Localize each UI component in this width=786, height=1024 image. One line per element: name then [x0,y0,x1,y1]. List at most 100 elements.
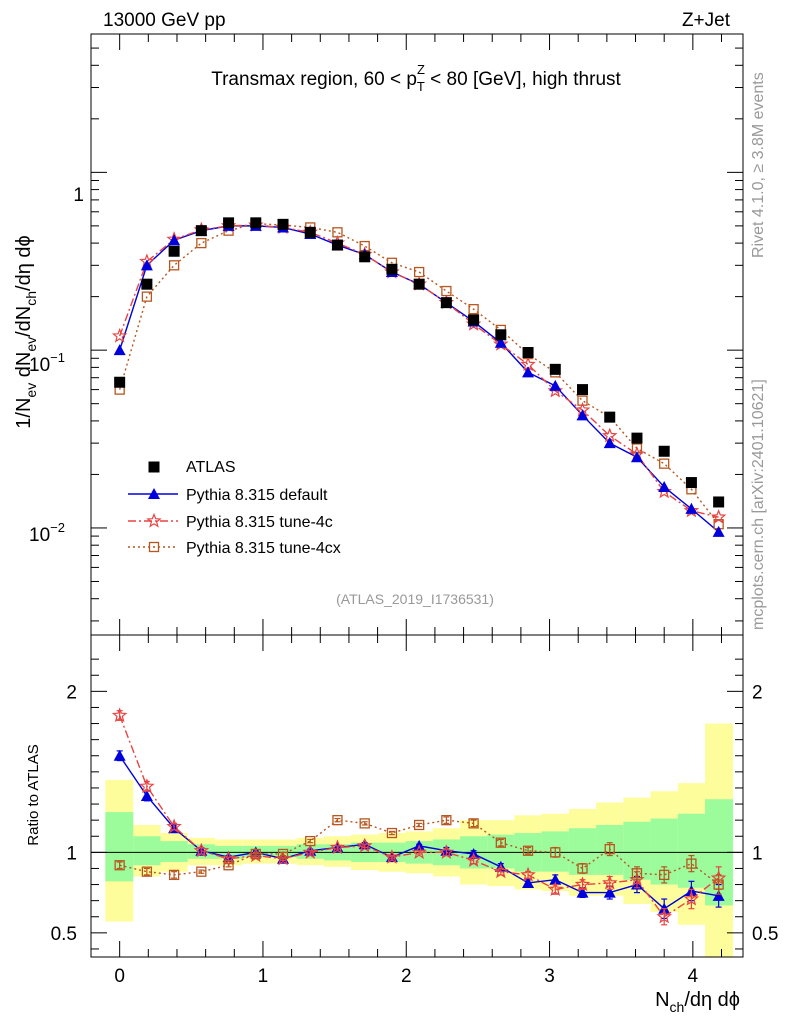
x-tick-label: 4 [688,966,699,987]
default-point [685,502,698,514]
tune4c-point [139,778,155,793]
tune4c-point [302,844,319,859]
plot-title: Transmax region, 60 < pZ T < 80 [GeV], hi… [211,62,621,94]
tune4cx-point [141,866,153,877]
legend-label-tune4c: Pythia 8.315 tune-4c [186,514,333,531]
header-right: Z+Jet [682,10,731,31]
default-point [576,409,589,421]
atlas-point [577,384,589,396]
tune4c-point [493,863,509,879]
tune4cx-point [659,458,670,469]
tune4cx-point [250,848,261,860]
default-point [630,451,643,463]
main-ytick-label-0-01: 10−2 [29,520,65,546]
default-point [113,749,126,761]
tune4cx-point [413,819,425,831]
series-layer [111,216,727,926]
x-axis-label: Nch/dη dϕ [655,989,740,1015]
atlas-point [386,263,398,275]
rivet-version-label: Rivet 4.1.0, ≥ 3.8M events [750,72,767,258]
x-tick-label: 1 [258,966,269,987]
tune4cx-point [141,291,153,302]
atlas-point [522,347,534,359]
tune4c-point [329,839,346,855]
atlas-point [685,477,697,489]
tune4c-point [520,866,536,882]
default-point [603,886,616,898]
default-point [549,379,562,391]
tune4cx-point [631,868,643,879]
atlas-point [250,217,262,229]
mcplots-label: mcplots.cern.ch [arXiv:2401.10621] [750,379,767,630]
title-sup: Z [417,62,425,77]
atlas-point [631,432,643,444]
default-point [603,437,616,449]
tune4cx-point [441,285,452,297]
legend-label-tune4cx: Pythia 8.315 tune-4cx [186,540,341,557]
x-tick-label: 3 [544,966,555,987]
atlas-point [304,226,316,238]
band-green-bin [160,841,188,863]
tune4c-point [356,837,373,853]
atlas-point [713,496,725,508]
legend-label-default: Pythia 8.315 default [186,487,328,504]
tune4cx-point [305,835,316,847]
tune4c-point [438,844,455,859]
atlas-point [468,314,480,326]
tune4cx-point [196,237,207,249]
default-point [522,876,535,888]
tune4cx-point [386,827,398,839]
tune4c-point [601,874,618,890]
default-point [576,886,589,898]
ratio-ytick-label-right: 2 [752,682,763,703]
tune4c-point [710,509,727,524]
atlas-point [331,239,343,251]
default-point [140,259,153,271]
default-point [140,790,153,801]
atlas-point [440,297,452,309]
band-green-bin [105,812,134,882]
tune4cx-point [495,837,506,848]
main-ytick-label-0-1: 10−1 [29,350,65,376]
tune4c-point [111,707,128,723]
atlas-point [141,278,153,290]
tune4cx-point [359,818,370,829]
ratio-ytick-label: 1 [66,843,77,864]
tune4cx-point [114,860,125,871]
ratio-ytick-label-right: 1 [752,843,763,864]
atlas-point [495,329,507,341]
tune4cx-point [441,815,452,826]
x-tick-label: 0 [114,966,125,987]
tune4cx-point [468,818,479,829]
atlas-point [148,461,160,473]
main-ytick-label-1: 1 [73,185,84,206]
default-point [522,366,535,378]
main-y-label: 1/Nev dNev/dNch/dη dϕ [13,235,39,428]
tune4cx-point [223,860,234,871]
default-point [494,336,507,348]
default-line [118,225,720,533]
tune4cx-point [659,869,670,881]
tune4cx-point [332,815,343,826]
axes [90,33,744,958]
title-main: Transmax region, 60 < p [211,69,417,90]
tune4cx-point [550,847,561,858]
tune4c-point [220,850,237,866]
atlas-point [658,445,670,457]
ratio-ytick-label-right: 0.5 [752,924,778,945]
default-point [148,488,160,499]
legend: ATLAS Pythia 8.315 default Pythia 8.315 … [128,459,341,557]
tune4c-point [193,842,210,858]
band-green-bin [133,836,161,866]
legend-label-atlas: ATLAS [186,459,236,476]
tune4c-point [656,908,672,924]
default-point [113,344,126,356]
ticks: 0 1 2 3 4 0.5 0.5 1 1 2 2 [51,33,778,987]
tune4c-point [683,890,700,906]
default-point [658,480,671,492]
default-point [712,525,725,537]
ratio-ytick-label: 0.5 [51,924,77,945]
tune4cx-point [148,541,160,553]
tune4c-point [411,844,427,859]
